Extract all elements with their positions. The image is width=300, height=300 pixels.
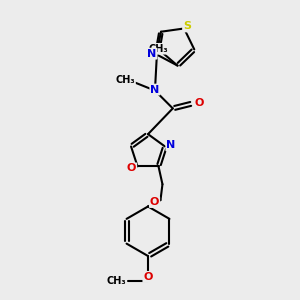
Text: O: O bbox=[150, 197, 159, 207]
Text: O: O bbox=[143, 272, 153, 282]
Text: N: N bbox=[150, 85, 160, 94]
Text: O: O bbox=[127, 164, 136, 173]
Text: S: S bbox=[183, 22, 191, 32]
Text: CH₃: CH₃ bbox=[116, 75, 135, 85]
Text: CH₃: CH₃ bbox=[106, 276, 126, 286]
Text: O: O bbox=[195, 98, 204, 108]
Text: CH₃: CH₃ bbox=[149, 44, 169, 54]
Text: N: N bbox=[166, 140, 176, 151]
Text: N: N bbox=[147, 49, 157, 59]
